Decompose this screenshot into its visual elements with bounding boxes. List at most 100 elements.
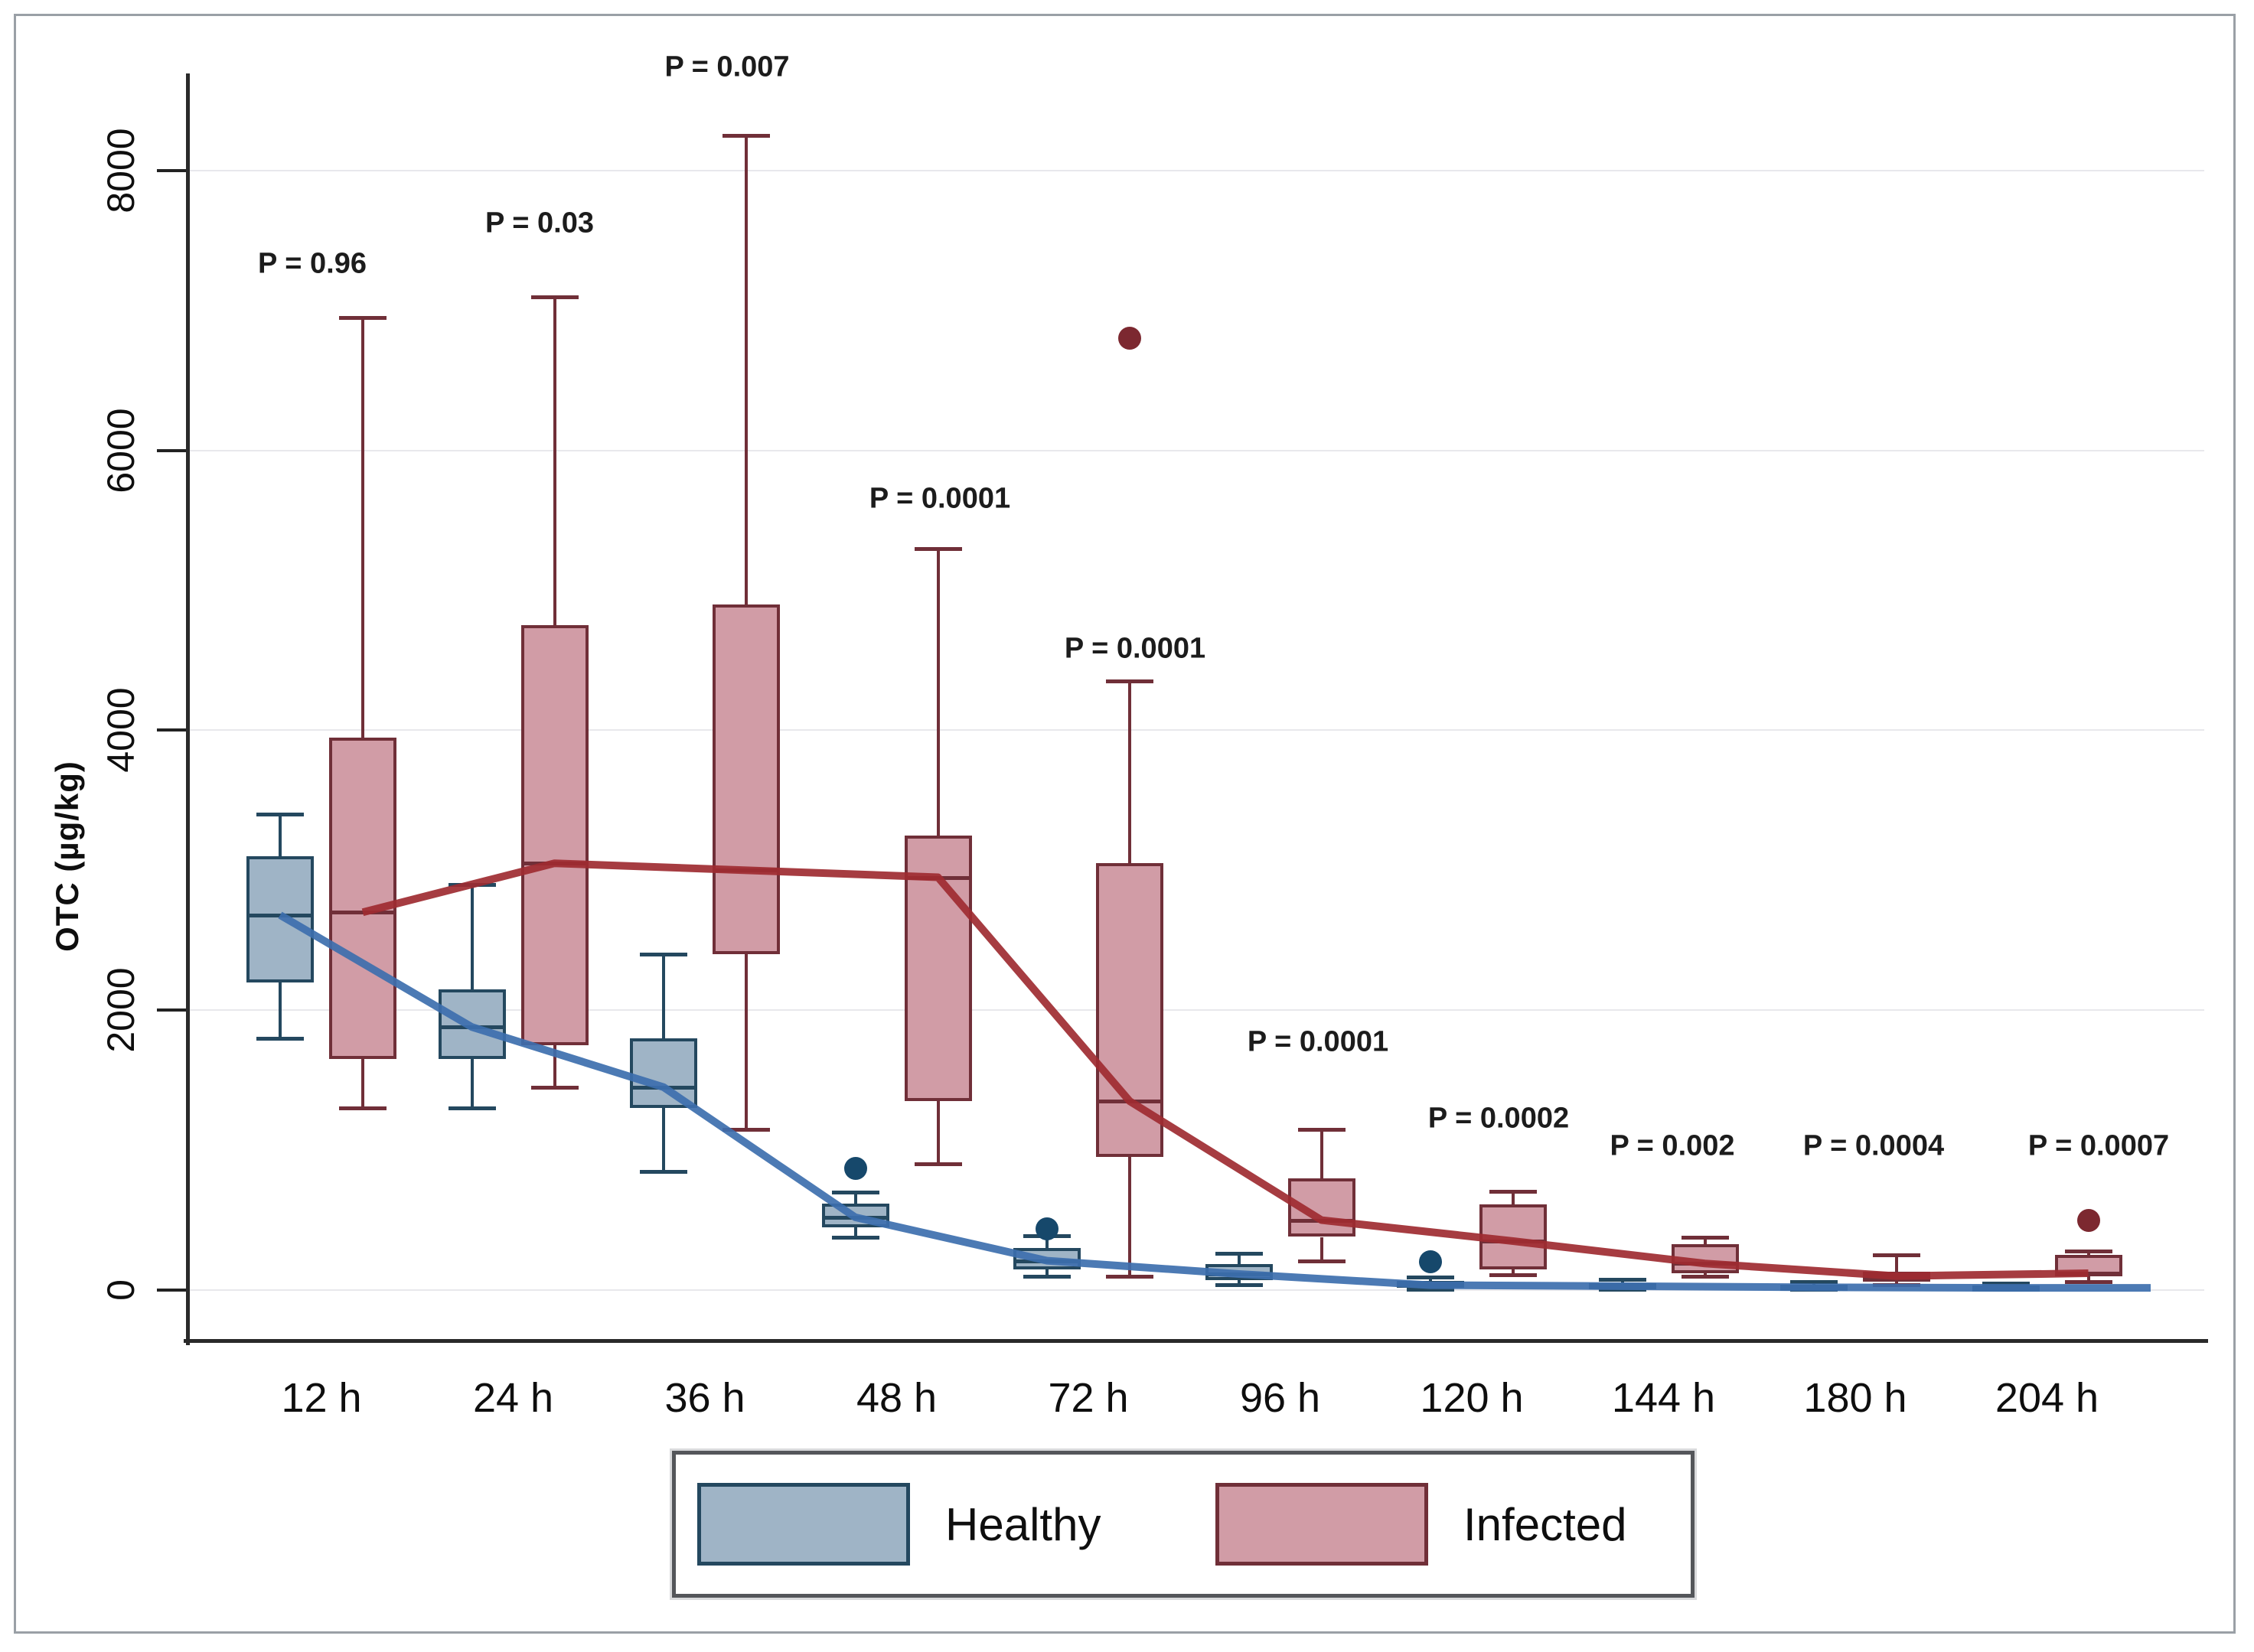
- whisker-top-infected-24h: [553, 296, 556, 626]
- y-axis-line: [186, 73, 190, 1345]
- x-tick-label-8: 144 h: [1611, 1375, 1716, 1421]
- x-tick-label-6: 96 h: [1239, 1375, 1321, 1421]
- legend-item-healthy: Healthy: [697, 1455, 1101, 1594]
- y-tick-label-4000: 4000: [99, 687, 142, 774]
- median-healthy-36h: [632, 1085, 695, 1090]
- p-value-label-72h: P = 0.0001: [1064, 632, 1206, 665]
- whisker-cap-high-healthy-36h: [640, 953, 687, 957]
- median-healthy-180h: [1783, 1285, 1845, 1290]
- whisker-cap-low-healthy-24h: [448, 1106, 496, 1111]
- median-infected-144h: [1673, 1262, 1737, 1266]
- y-tick-0: [157, 1289, 188, 1292]
- y-tick-4000: [157, 728, 188, 732]
- healthy-swatch: [697, 1483, 910, 1566]
- legend-item-infected: Infected: [1215, 1455, 1627, 1594]
- whisker-top-healthy-12h: [279, 814, 282, 857]
- box-healthy-36h: [630, 1038, 697, 1109]
- median-infected-120h: [1482, 1239, 1545, 1243]
- box-healthy-24h: [438, 989, 506, 1060]
- whisker-top-infected-96h: [1319, 1129, 1323, 1178]
- box-infected-72h: [1096, 863, 1163, 1158]
- x-tick-label-4: 48 h: [856, 1375, 938, 1421]
- whisker-cap-low-infected-12h: [339, 1106, 387, 1111]
- whisker-bottom-infected-96h: [1319, 1237, 1323, 1261]
- whisker-cap-high-healthy-48h: [831, 1190, 879, 1194]
- gridline-6000: [188, 449, 2204, 451]
- x-tick-label-1: 12 h: [281, 1375, 362, 1421]
- whisker-cap-high-infected-48h: [914, 546, 962, 551]
- y-tick-2000: [157, 1008, 188, 1012]
- y-tick-6000: [157, 448, 188, 452]
- infected-outlier-dot-204h: [2076, 1208, 2100, 1232]
- legend-label-healthy: Healthy: [945, 1498, 1101, 1550]
- x-tick-label-3: 36 h: [664, 1375, 745, 1421]
- p-value-label-48h: P = 0.0001: [869, 482, 1011, 515]
- median-infected-180h: [1865, 1274, 1928, 1279]
- x-tick-label-9: 180 h: [1803, 1375, 1907, 1421]
- p-value-label-24h: P = 0.03: [485, 207, 594, 239]
- whisker-cap-low-healthy-48h: [831, 1235, 879, 1240]
- whisker-bottom-healthy-24h: [470, 1059, 474, 1109]
- median-infected-48h: [906, 875, 970, 880]
- median-infected-72h: [1098, 1100, 1161, 1104]
- whisker-cap-high-healthy-144h: [1598, 1278, 1646, 1282]
- y-tick-label-2000: 2000: [99, 967, 142, 1053]
- whisker-bottom-infected-12h: [361, 1059, 364, 1109]
- median-healthy-120h: [1399, 1283, 1462, 1288]
- whisker-cap-low-healthy-36h: [640, 1169, 687, 1174]
- whisker-cap-high-infected-180h: [1873, 1253, 1920, 1258]
- median-healthy-48h: [824, 1215, 887, 1220]
- x-tick-label-10: 204 h: [1995, 1375, 2099, 1421]
- whisker-cap-high-infected-24h: [530, 295, 579, 299]
- y-tick-8000: [157, 168, 188, 172]
- whisker-cap-high-infected-72h: [1106, 679, 1153, 684]
- median-healthy-144h: [1590, 1284, 1654, 1289]
- infected-outlier-dot-72h: [1118, 327, 1141, 350]
- gridline-0: [188, 1289, 2204, 1291]
- whisker-cap-high-infected-204h: [2064, 1249, 2112, 1253]
- whisker-bottom-healthy-12h: [279, 982, 282, 1038]
- p-value-label-180h: P = 0.0004: [1802, 1129, 1945, 1162]
- p-value-label-144h: P = 0.002: [1610, 1129, 1735, 1162]
- whisker-top-infected-36h: [745, 135, 748, 604]
- whisker-cap-high-healthy-204h: [1982, 1281, 2030, 1285]
- box-infected-36h: [713, 604, 780, 955]
- whisker-cap-high-infected-12h: [339, 315, 387, 320]
- whisker-top-infected-72h: [1128, 681, 1131, 864]
- median-infected-96h: [1290, 1218, 1353, 1223]
- median-infected-36h: [715, 868, 778, 873]
- whisker-top-infected-12h: [361, 317, 364, 738]
- whisker-cap-low-infected-120h: [1489, 1272, 1537, 1277]
- whisker-cap-high-healthy-180h: [1790, 1280, 1838, 1285]
- whisker-cap-low-healthy-120h: [1407, 1288, 1454, 1292]
- box-infected-96h: [1287, 1178, 1355, 1237]
- whisker-top-healthy-24h: [470, 884, 474, 989]
- p-value-label-204h: P = 0.0007: [2027, 1129, 2170, 1162]
- whisker-bottom-infected-48h: [936, 1101, 940, 1165]
- median-infected-12h: [331, 911, 394, 915]
- whisker-bottom-infected-72h: [1128, 1157, 1131, 1276]
- gridline-8000: [188, 169, 2204, 171]
- median-healthy-24h: [440, 1025, 504, 1030]
- infected-swatch: [1215, 1483, 1428, 1566]
- healthy-outlier-dot-72h: [1036, 1217, 1058, 1240]
- healthy-outlier-dot-120h: [1419, 1250, 1442, 1274]
- median-healthy-96h: [1207, 1272, 1271, 1276]
- whisker-cap-low-infected-48h: [914, 1162, 962, 1167]
- whisker-top-infected-180h: [1895, 1255, 1898, 1272]
- box-healthy-12h: [246, 856, 314, 982]
- box-infected-24h: [520, 625, 589, 1045]
- median-healthy-12h: [249, 913, 312, 917]
- whisker-cap-low-infected-36h: [723, 1127, 770, 1132]
- whisker-bottom-infected-36h: [745, 954, 748, 1129]
- whisker-cap-low-infected-72h: [1106, 1274, 1153, 1279]
- whisker-cap-high-infected-120h: [1489, 1190, 1537, 1194]
- whisker-bottom-infected-24h: [553, 1044, 556, 1087]
- median-infected-24h: [523, 862, 586, 866]
- p-value-label-96h: P = 0.0001: [1247, 1025, 1389, 1058]
- whisker-cap-high-healthy-120h: [1407, 1275, 1454, 1279]
- whisker-cap-low-healthy-96h: [1215, 1282, 1263, 1287]
- p-value-label-12h: P = 0.96: [258, 247, 367, 280]
- whisker-cap-low-infected-144h: [1681, 1274, 1729, 1279]
- legend-box: Healthy Infected: [672, 1451, 1695, 1598]
